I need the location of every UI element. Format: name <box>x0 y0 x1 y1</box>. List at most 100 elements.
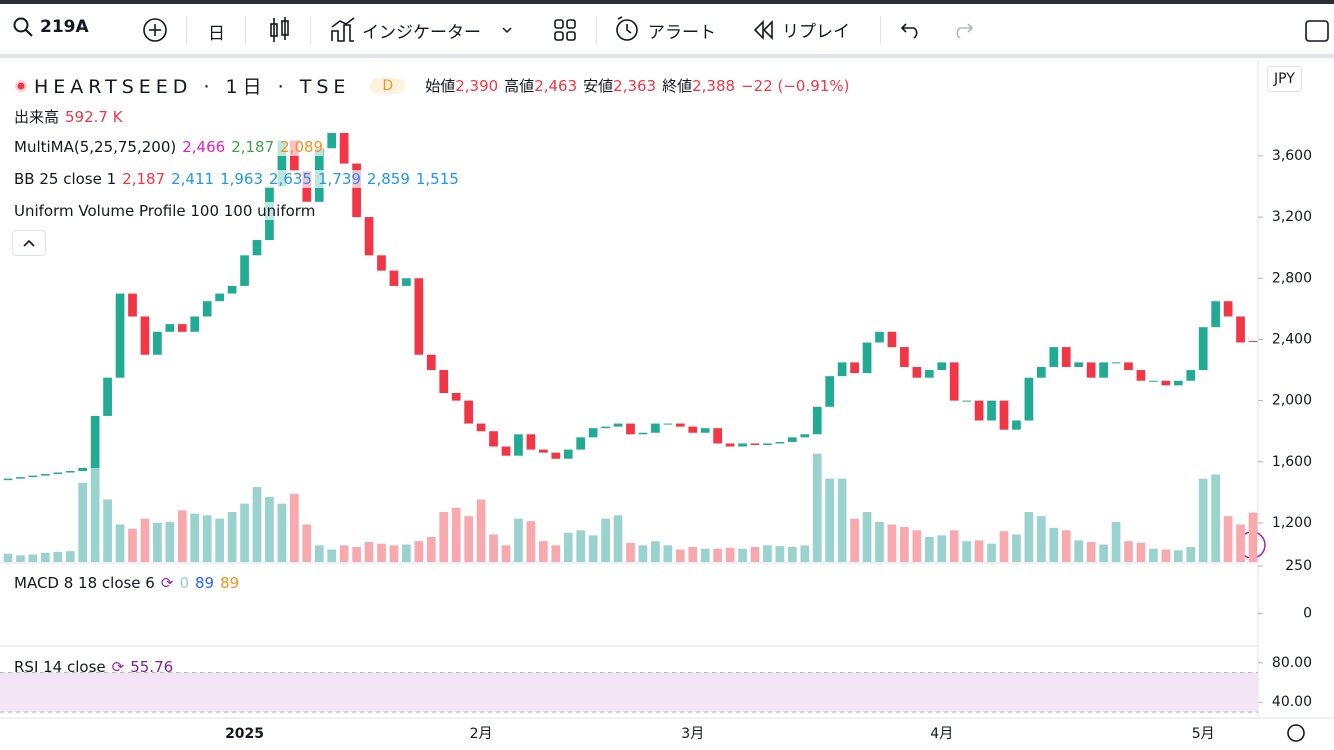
ohlc-value: 2,463 <box>534 76 578 95</box>
candle <box>1036 366 1046 378</box>
volume-bar <box>688 547 698 562</box>
candle <box>115 293 125 378</box>
market-badge: D <box>370 77 406 94</box>
chart-type[interactable] <box>268 16 292 44</box>
candle <box>638 432 648 435</box>
candle <box>103 377 112 416</box>
candle <box>426 354 436 371</box>
icon: ⟳ <box>160 574 174 592</box>
candle <box>775 441 785 444</box>
interval[interactable]: 日 <box>208 19 225 44</box>
volume-bar <box>1161 549 1171 562</box>
label: BB 25 close 1 <box>14 170 117 188</box>
candle <box>1149 380 1158 382</box>
volume-bar <box>1124 541 1133 562</box>
volume-bar <box>900 527 909 562</box>
volume-bar <box>165 522 175 562</box>
interval-label: 日 <box>208 24 225 44</box>
undo[interactable] <box>900 20 924 40</box>
volume-bar <box>1198 478 1208 562</box>
redo[interactable] <box>950 20 974 40</box>
candle <box>601 426 610 429</box>
volume-bar <box>464 516 474 562</box>
collapse-button[interactable] <box>12 230 46 256</box>
volume-bar <box>1211 474 1221 562</box>
symbol-search[interactable]: 219A <box>12 16 89 38</box>
candle <box>327 132 337 149</box>
candle <box>962 400 972 402</box>
candle <box>501 446 511 456</box>
volume-bar <box>626 542 635 562</box>
volume-bar <box>227 512 237 562</box>
ohlc-label: 終値 <box>662 77 693 95</box>
volume-bar <box>1099 544 1108 562</box>
x-tick-label: 2025 <box>225 726 264 742</box>
y-tick-label: 2,800 <box>1272 270 1312 286</box>
volume-bar <box>202 515 212 562</box>
volume-bar <box>1061 530 1071 562</box>
candle <box>128 293 137 317</box>
volume-bar <box>651 541 660 562</box>
label: Uniform Volume Profile 100 100 uniform <box>14 202 316 220</box>
volume-bar <box>613 515 623 562</box>
panel-toggle[interactable] <box>1304 18 1330 44</box>
candle <box>514 434 523 456</box>
volume-bar <box>40 552 50 562</box>
candle <box>526 434 536 450</box>
y-tick-label: 1,600 <box>1272 454 1312 470</box>
candle <box>738 443 747 447</box>
candle <box>750 443 760 445</box>
volume-bar <box>875 522 884 562</box>
rsi-legend: RSI 14 close ⟳ 55.76 <box>14 658 173 676</box>
candle <box>165 324 175 332</box>
volume-bar <box>837 478 847 562</box>
currency[interactable]: JPY <box>1267 66 1302 92</box>
replay-icon <box>753 19 773 40</box>
change: −22 (−0.91%) <box>741 76 850 95</box>
rsi-band <box>0 672 1258 713</box>
volume-bar <box>426 537 436 562</box>
volume-bar <box>414 541 424 562</box>
candle <box>240 255 249 286</box>
volume-bar <box>1012 534 1021 562</box>
candle <box>1236 316 1245 343</box>
volume-bar <box>1149 548 1158 562</box>
candle <box>439 370 449 393</box>
volume-bar <box>763 545 772 562</box>
volume-bar <box>663 545 673 562</box>
value: 2,411 <box>171 170 215 188</box>
volume-bar <box>800 545 810 562</box>
candle <box>551 452 561 459</box>
replay-label: リプレイ <box>782 22 850 42</box>
candle <box>924 370 934 378</box>
candle <box>3 478 13 481</box>
volume-bar <box>576 530 586 562</box>
volume-bar <box>987 543 996 562</box>
replay[interactable]: リプレイ <box>752 17 850 42</box>
candle <box>937 362 947 371</box>
add-symbol[interactable] <box>142 17 168 43</box>
alert[interactable]: アラート <box>614 16 716 44</box>
volume-bar <box>289 493 299 562</box>
value: 2,089 <box>280 138 324 156</box>
icon: ⟳ <box>111 658 125 676</box>
volume-bar <box>314 545 324 562</box>
indicators[interactable]: インジケーター <box>330 17 513 43</box>
candle <box>713 428 723 444</box>
value: 89 <box>220 574 240 592</box>
volume-bar <box>1074 540 1084 562</box>
volume-bar <box>601 518 610 562</box>
volume-bar <box>489 534 498 562</box>
candle <box>1124 362 1133 371</box>
symbol-title: HEARTSEED · 1日 · TSE <box>34 76 351 98</box>
volume-bar <box>1049 527 1059 562</box>
candle <box>949 362 959 401</box>
y-tick-label: 2,400 <box>1272 331 1312 347</box>
settings[interactable] <box>1287 724 1305 742</box>
candle <box>90 415 100 468</box>
layouts[interactable] <box>554 19 576 41</box>
candle <box>887 331 897 348</box>
candle <box>78 467 88 471</box>
chevron <box>23 239 35 247</box>
volume-bar <box>277 503 287 562</box>
